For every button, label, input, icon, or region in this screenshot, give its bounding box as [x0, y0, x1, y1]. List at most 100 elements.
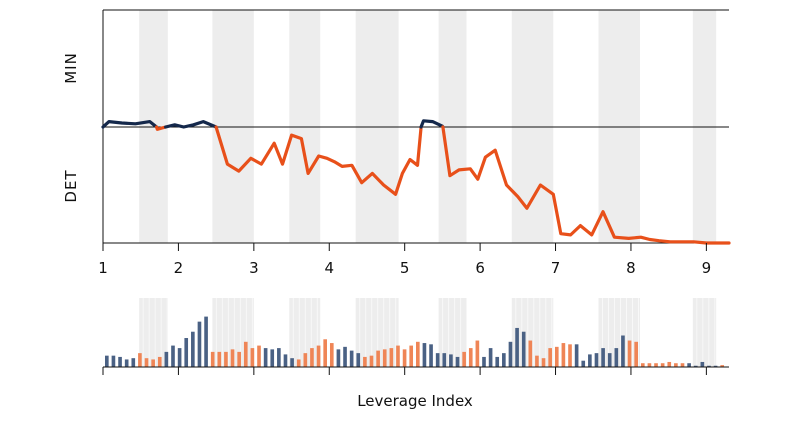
mini-bar-17	[217, 351, 222, 367]
mini-bar-51	[442, 353, 447, 367]
mini-bars	[105, 316, 725, 367]
shaded-band-mini-7	[692, 298, 717, 367]
mini-bar-55	[468, 348, 473, 367]
mini-bar-7	[151, 359, 155, 367]
y-label-bottom: DET	[62, 169, 80, 202]
mini-bar-23	[257, 345, 261, 367]
mini-bar-1	[111, 355, 116, 367]
shaded-band-mini-0	[139, 298, 168, 367]
mini-bar-25	[270, 349, 275, 367]
mini-bar-39	[363, 356, 367, 367]
mini-bar-8	[157, 356, 162, 367]
mini-bar-93	[720, 365, 725, 367]
mini-bar-46	[409, 345, 414, 367]
mini-bar-44	[396, 345, 400, 367]
mini-bar-78	[621, 335, 625, 367]
mini-bar-88	[687, 363, 691, 367]
x-tick-label-5: 5	[400, 259, 410, 277]
mini-bar-87	[680, 363, 685, 367]
mini-bar-10	[171, 345, 175, 367]
mini-bar-63	[521, 331, 526, 367]
mini-bar-53	[455, 356, 460, 367]
mini-bar-35	[336, 349, 341, 367]
series-line-segment-0	[101, 120, 159, 129]
series-line-segment-1	[155, 125, 168, 131]
mini-bar-76	[607, 353, 612, 367]
x-tick-label-4: 4	[324, 259, 334, 277]
mini-bar-91	[707, 365, 711, 367]
mini-bar-38	[356, 353, 361, 367]
mini-bar-82	[647, 363, 652, 367]
x-tick-label-6: 6	[475, 259, 485, 277]
mini-bar-41	[376, 350, 380, 367]
x-tick-label-1: 1	[98, 259, 108, 277]
mini-bar-84	[660, 363, 665, 367]
mini-bar-12	[184, 338, 189, 367]
mini-bar-18	[224, 351, 228, 367]
mini-bar-34	[329, 343, 334, 367]
mini-bar-30	[303, 353, 308, 367]
mini-bar-28	[290, 358, 294, 367]
mini-bar-15	[204, 316, 208, 367]
mini-bar-5	[138, 353, 142, 367]
mini-bar-16	[210, 351, 215, 367]
mini-bar-33	[323, 339, 328, 367]
mini-bar-0	[105, 355, 109, 367]
mini-bar-58	[488, 348, 493, 367]
mini-bar-40	[369, 355, 374, 367]
x-tick-label-7: 7	[551, 259, 561, 277]
mini-bar-83	[654, 363, 658, 367]
mini-bar-31	[310, 348, 314, 367]
mini-bar-47	[416, 341, 420, 367]
mini-bar-66	[541, 358, 546, 367]
mini-bar-14	[197, 321, 202, 367]
mini-bar-59	[495, 356, 500, 367]
mini-bar-9	[164, 351, 169, 367]
mini-bar-32	[316, 345, 321, 367]
mini-bar-29	[296, 359, 301, 367]
mini-bar-67	[548, 348, 552, 367]
mini-bar-4	[131, 358, 136, 367]
mini-bar-80	[634, 341, 639, 367]
mini-bar-69	[561, 343, 566, 367]
mini-bar-36	[343, 346, 347, 367]
mini-bar-13	[191, 331, 195, 367]
mini-bar-48	[422, 343, 427, 367]
mini-bar-64	[528, 340, 533, 367]
mini-bar-57	[482, 356, 486, 367]
mini-bar-11	[177, 348, 182, 367]
mini-bar-49	[429, 344, 433, 367]
mini-bar-62	[515, 327, 519, 367]
mini-bar-22	[250, 348, 255, 367]
mini-bar-3	[124, 359, 129, 367]
mini-bar-42	[382, 349, 387, 367]
mini-bar-6	[144, 358, 149, 367]
mini-bar-2	[118, 356, 122, 367]
series-line-segment-2	[164, 120, 218, 129]
mini-bar-21	[243, 341, 248, 367]
mini-bar-60	[502, 353, 506, 367]
mini-bar-54	[462, 351, 466, 367]
series-line-segment-3	[214, 125, 423, 196]
mini-bar-43	[389, 348, 394, 367]
mini-bar-68	[554, 346, 559, 367]
mini-bar-90	[700, 361, 705, 367]
mini-bar-19	[230, 349, 235, 367]
mini-bar-26	[277, 348, 281, 367]
x-tick-label-9: 9	[702, 259, 712, 277]
mini-bar-77	[614, 348, 619, 367]
mini-bar-75	[601, 348, 605, 367]
mini-bar-65	[535, 355, 539, 367]
y-label-top: MIN	[62, 52, 80, 84]
mini-bar-72	[581, 360, 586, 367]
x-tick-label-3: 3	[249, 259, 259, 277]
mini-bar-73	[588, 354, 592, 367]
x-tick-label-8: 8	[626, 259, 636, 277]
mini-bar-92	[713, 365, 718, 367]
mini-bar-85	[667, 361, 672, 367]
shaded-band-mini-6	[598, 298, 641, 367]
mini-bar-56	[475, 340, 480, 367]
mini-bar-24	[263, 348, 268, 367]
mini-bar-70	[568, 344, 572, 367]
